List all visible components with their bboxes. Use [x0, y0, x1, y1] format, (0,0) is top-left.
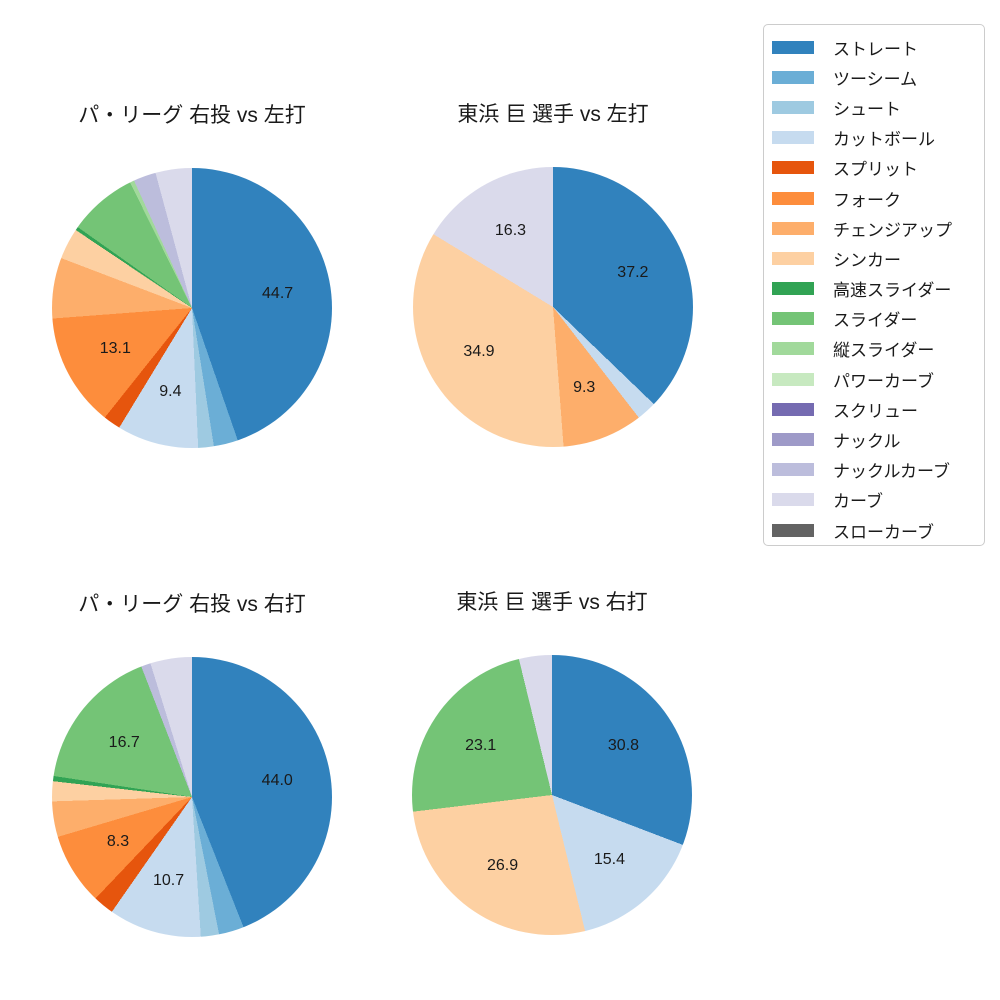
pie: 37.2 9.3 34.9 16.3: [413, 167, 693, 447]
legend-swatch: [772, 402, 814, 416]
pie-value-label: 44.0: [261, 771, 293, 789]
legend-swatch: [772, 342, 814, 356]
legend-item: シンカー: [764, 243, 984, 273]
legend-item: パワーカーブ: [764, 364, 984, 394]
legend-item: シュート: [764, 92, 984, 122]
legend-label: スローカーブ: [833, 522, 934, 542]
legend-item: チェンジアップ: [764, 213, 984, 243]
legend-label: ストレート: [833, 39, 918, 59]
legend-item: ストレート: [764, 32, 984, 62]
legend-label: フォーク: [833, 190, 901, 210]
pie-value-label: 10.7: [152, 871, 185, 889]
legend-swatch: [772, 221, 814, 235]
legend-items: ストレートツーシームシュートカットボール スプリットフォークチェンジアップ シンカー…: [764, 32, 984, 545]
pie-chart-pacific-league-vs-right: パ・リーグ 右投 vs 右打 44.0 10.7 8.3 16.7: [22, 592, 362, 952]
pie-value-label: 9.3: [573, 379, 596, 396]
legend-item: 高速スライダー: [764, 274, 984, 304]
legend-label: スクリュー: [833, 401, 918, 421]
legend-label: ナックル: [833, 432, 901, 452]
chart-title: 東浜 巨 選手 vs 左打: [457, 103, 649, 126]
legend-label: 高速スライダー: [833, 281, 952, 301]
legend-label: パワーカーブ: [833, 371, 934, 391]
pie: 30.8 15.4 26.9 23.1: [412, 655, 692, 935]
pie-value-label: 23.1: [465, 736, 497, 754]
legend-swatch: [772, 40, 814, 54]
legend-label: チェンジアップ: [833, 220, 952, 240]
chart-title: 東浜 巨 選手 vs 右打: [456, 591, 648, 614]
pie-value-label: 15.4: [593, 851, 625, 869]
legend-item: ナックル: [764, 424, 984, 454]
legend-swatch: [772, 372, 814, 386]
legend-swatch: [772, 523, 814, 537]
pie-value-label: 37.2: [617, 264, 649, 282]
pie: 44.7 9.4 13.1: [52, 168, 332, 448]
legend-swatch: [772, 100, 814, 114]
legend-label: シンカー: [833, 250, 901, 270]
pie-value-label: 16.7: [108, 733, 140, 751]
pie-value-label: 8.3: [106, 833, 130, 851]
legend-item: ナックルカーブ: [764, 455, 984, 485]
legend-item: 縦スライダー: [764, 334, 984, 364]
legend-item: カットボール: [764, 123, 984, 153]
pie-value-label: 16.3: [494, 222, 527, 240]
legend-swatch: [772, 312, 814, 326]
legend-swatch: [772, 251, 814, 265]
pie: 44.0 10.7 8.3 16.7: [52, 657, 332, 937]
legend-item: カーブ: [764, 485, 984, 515]
legend-swatch: [772, 191, 814, 205]
legend-item: スクリュー: [764, 394, 984, 424]
legend-label: ツーシーム: [833, 69, 918, 89]
legend: ストレートツーシームシュートカットボール スプリットフォークチェンジアップ シンカー…: [763, 24, 985, 546]
legend-swatch: [772, 493, 814, 507]
legend-item: スローカーブ: [764, 515, 984, 545]
legend-swatch: [772, 282, 814, 296]
pie-value-label: 44.7: [262, 284, 294, 302]
legend-label: カットボール: [833, 130, 935, 150]
legend-item: スプリット: [764, 153, 984, 183]
legend-swatch: [772, 463, 814, 477]
pie-value-label: 13.1: [99, 339, 131, 357]
pie-chart-pacific-league-vs-left: パ・リーグ 右投 vs 左打 44.7 9.4 13.1: [22, 103, 362, 463]
legend-item: フォーク: [764, 183, 984, 213]
pie-value-label: 34.9: [463, 343, 495, 361]
legend-label: カーブ: [833, 492, 883, 512]
legend-item: ツーシーム: [764, 62, 984, 92]
legend-swatch: [772, 131, 814, 145]
pie-value-label: 26.9: [486, 857, 519, 875]
chart-title: パ・リーグ 右投 vs 右打: [78, 593, 306, 616]
legend-swatch: [772, 161, 814, 175]
legend-item: スライダー: [764, 304, 984, 334]
pie-value-label: 9.4: [159, 383, 182, 401]
pie-value-label: 30.8: [607, 736, 640, 754]
legend-swatch: [772, 70, 814, 84]
pie-chart-higashihama-vs-right: 東浜 巨 選手 vs 右打 30.8 15.4 26.9 23.1: [382, 590, 722, 950]
pie-chart-higashihama-vs-left: 東浜 巨 選手 vs 左打 37.2 9.3 34.9 16.3: [383, 102, 723, 462]
legend-label: スライダー: [833, 311, 918, 331]
legend-swatch: [772, 433, 814, 447]
legend-label: スプリット: [833, 160, 918, 180]
legend-label: シュート: [833, 99, 901, 119]
legend-label: ナックルカーブ: [833, 462, 950, 482]
chart-title: パ・リーグ 右投 vs 左打: [78, 104, 306, 127]
legend-label: 縦スライダー: [833, 341, 935, 361]
